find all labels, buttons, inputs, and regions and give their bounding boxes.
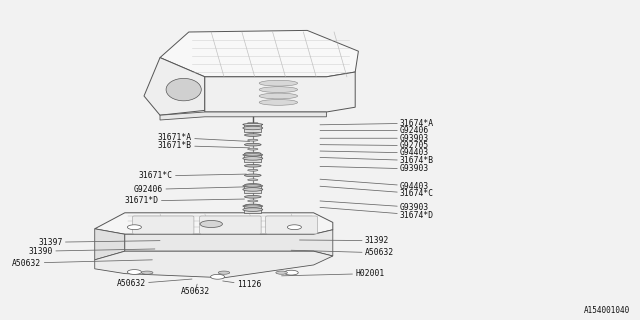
- Text: 11126: 11126: [223, 280, 261, 289]
- Ellipse shape: [259, 100, 298, 105]
- Polygon shape: [205, 72, 355, 112]
- Text: G93903: G93903: [320, 134, 429, 143]
- Text: G92705: G92705: [320, 141, 429, 150]
- Ellipse shape: [244, 204, 261, 207]
- Ellipse shape: [243, 208, 263, 212]
- FancyBboxPatch shape: [132, 216, 194, 234]
- Ellipse shape: [248, 200, 258, 202]
- Ellipse shape: [248, 139, 258, 141]
- Ellipse shape: [166, 78, 201, 101]
- Ellipse shape: [244, 143, 261, 146]
- Ellipse shape: [141, 271, 153, 274]
- Ellipse shape: [259, 93, 298, 99]
- Bar: [244, 186, 261, 193]
- Ellipse shape: [211, 274, 225, 279]
- Bar: [244, 155, 261, 162]
- Text: 31397: 31397: [38, 238, 160, 247]
- Polygon shape: [160, 112, 326, 120]
- Text: 31674*C: 31674*C: [320, 186, 434, 198]
- Ellipse shape: [243, 205, 263, 207]
- Text: 31671*C: 31671*C: [139, 172, 246, 180]
- Text: A154001040: A154001040: [584, 306, 630, 315]
- Ellipse shape: [127, 269, 141, 274]
- Ellipse shape: [259, 80, 298, 86]
- Ellipse shape: [243, 124, 263, 125]
- Ellipse shape: [248, 148, 258, 150]
- Ellipse shape: [218, 271, 230, 274]
- Text: G94403: G94403: [320, 179, 429, 191]
- Text: H02001: H02001: [282, 269, 385, 278]
- Bar: [244, 206, 261, 213]
- Ellipse shape: [259, 87, 298, 92]
- Ellipse shape: [243, 157, 263, 160]
- FancyBboxPatch shape: [266, 216, 317, 234]
- Text: A50632: A50632: [180, 284, 210, 296]
- Text: G94403: G94403: [320, 148, 429, 157]
- Ellipse shape: [244, 164, 261, 167]
- FancyBboxPatch shape: [200, 216, 261, 234]
- Polygon shape: [95, 229, 125, 260]
- Ellipse shape: [243, 188, 263, 191]
- Ellipse shape: [200, 220, 223, 228]
- FancyBboxPatch shape: [248, 123, 258, 127]
- Ellipse shape: [243, 185, 263, 187]
- Text: 31674*D: 31674*D: [320, 207, 434, 220]
- Ellipse shape: [244, 152, 261, 155]
- Text: 31674*A: 31674*A: [320, 119, 434, 128]
- Ellipse shape: [248, 179, 258, 181]
- Ellipse shape: [127, 225, 141, 230]
- Text: 31674*B: 31674*B: [320, 156, 434, 165]
- Text: G92406: G92406: [320, 126, 429, 135]
- Text: A50632: A50632: [116, 279, 192, 288]
- Ellipse shape: [248, 169, 258, 171]
- Text: 31390: 31390: [29, 247, 155, 256]
- Text: A50632: A50632: [12, 259, 152, 268]
- Polygon shape: [125, 230, 333, 256]
- Polygon shape: [144, 58, 205, 115]
- Polygon shape: [95, 251, 333, 278]
- Polygon shape: [160, 30, 358, 77]
- Ellipse shape: [243, 126, 263, 130]
- Ellipse shape: [287, 225, 301, 230]
- Text: G93903: G93903: [320, 164, 429, 173]
- Bar: [244, 124, 261, 132]
- Ellipse shape: [244, 174, 261, 177]
- Ellipse shape: [244, 196, 261, 198]
- Ellipse shape: [284, 270, 298, 275]
- Ellipse shape: [243, 154, 263, 156]
- Ellipse shape: [244, 184, 261, 186]
- Ellipse shape: [276, 271, 287, 274]
- Text: 31671*B: 31671*B: [158, 141, 250, 150]
- Text: 31671*D: 31671*D: [125, 196, 244, 205]
- Text: G92406: G92406: [134, 185, 244, 194]
- Polygon shape: [95, 213, 333, 234]
- Text: G93903: G93903: [320, 201, 429, 212]
- Ellipse shape: [244, 134, 261, 136]
- Text: 31392: 31392: [300, 236, 389, 245]
- Text: 31671*A: 31671*A: [158, 133, 250, 142]
- Text: A50632: A50632: [291, 248, 394, 257]
